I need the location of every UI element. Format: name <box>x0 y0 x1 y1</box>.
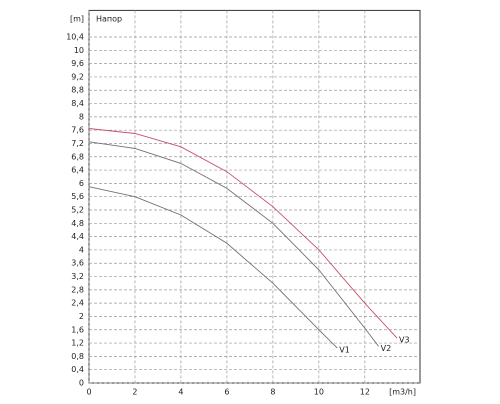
y-tick-label: 4,8 <box>71 219 84 228</box>
y-tick-label: 9,2 <box>71 72 84 81</box>
series-label: V1 <box>339 346 350 355</box>
series-label: V2 <box>381 344 392 353</box>
y-tick-label: 3,6 <box>71 259 84 268</box>
y-tick-label: 8 <box>79 112 84 121</box>
y-tick-label: 10 <box>74 46 84 55</box>
y-tick-label: 7,6 <box>71 126 84 135</box>
y-tick-label: 0 <box>79 379 84 388</box>
y-tick-label: 1,6 <box>71 325 84 334</box>
series-line <box>88 186 338 349</box>
x-tick-label: 6 <box>224 388 229 397</box>
y-tick-label: 5,6 <box>71 192 84 201</box>
x-tick-label: 4 <box>178 388 183 397</box>
y-tick-label: 4 <box>79 245 84 254</box>
y-tick-label: 2 <box>79 312 84 321</box>
y-tick-label: 0,8 <box>71 352 84 361</box>
y-tick-label: 8,8 <box>71 86 84 95</box>
y-tick-label: 3,2 <box>71 272 84 281</box>
series-label: V3 <box>399 336 410 345</box>
x-tick-label: 2 <box>132 388 137 397</box>
x-tick-label: 0 <box>86 388 91 397</box>
y-tick-label: 7,2 <box>71 139 84 148</box>
y-tick-label: 9,6 <box>71 59 84 68</box>
x-tick-label: 8 <box>270 388 275 397</box>
x-axis-label: [m3/h] <box>389 388 416 397</box>
y-tick-label: 6,8 <box>71 152 84 161</box>
chart-title: Напор <box>96 15 122 24</box>
series-line <box>88 141 379 347</box>
y-tick-label: 10,4 <box>66 33 84 42</box>
y-tick-label: 2,4 <box>71 299 84 308</box>
y-axis-label: [m] <box>70 15 84 24</box>
y-tick-label: 6,4 <box>71 166 84 175</box>
x-tick-label: 10 <box>314 388 324 397</box>
y-tick-label: 2,8 <box>71 285 84 294</box>
y-tick-label: 5,2 <box>71 206 84 215</box>
series-line <box>88 128 398 339</box>
y-tick-label: 6 <box>79 179 84 188</box>
y-tick-label: 4,4 <box>71 232 84 241</box>
y-tick-label: 0,4 <box>71 365 84 374</box>
x-tick-label: 12 <box>360 388 370 397</box>
y-tick-label: 1,2 <box>71 339 84 348</box>
y-tick-label: 8,4 <box>71 99 84 108</box>
